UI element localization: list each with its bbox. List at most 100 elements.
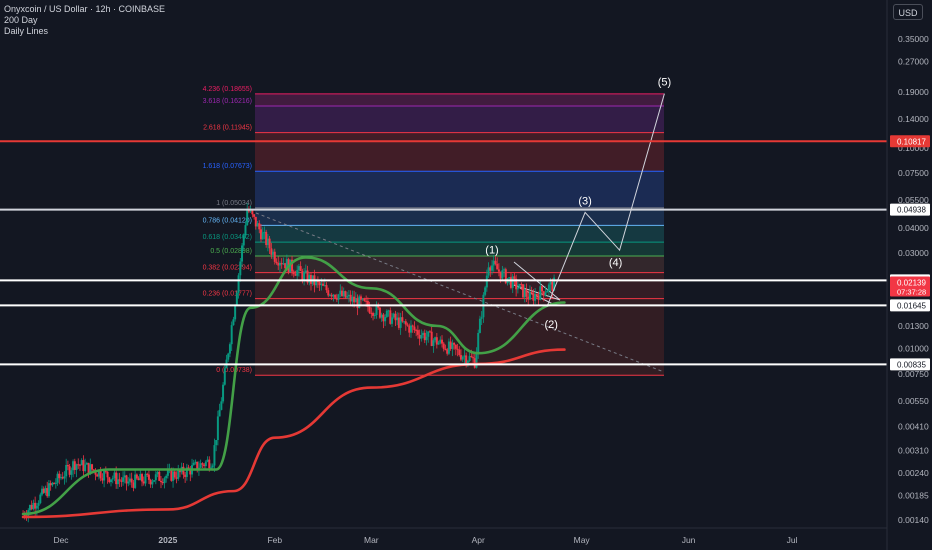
horizontal-lines[interactable] xyxy=(0,140,887,366)
candle-body xyxy=(103,470,106,481)
candle-body xyxy=(189,468,192,475)
candle-body xyxy=(241,245,244,262)
candle-body xyxy=(494,260,497,264)
candle-body xyxy=(303,272,306,280)
candle-body xyxy=(222,384,225,402)
candle-body xyxy=(156,471,159,475)
candle-body xyxy=(142,481,145,484)
candle-body xyxy=(420,335,423,339)
time-tick-label: Apr xyxy=(472,535,485,545)
daily-lines-ma xyxy=(21,256,566,516)
candle-body xyxy=(337,294,340,300)
candle-body xyxy=(61,477,64,479)
candle-body xyxy=(239,261,242,276)
candle-body xyxy=(80,460,83,466)
price-tick-label: 0.27000 xyxy=(898,57,929,67)
candle-body xyxy=(296,270,299,276)
current-price-text: 0.02139 xyxy=(897,278,926,287)
candle-body xyxy=(132,482,135,488)
time-axis[interactable]: Dec 2025 Feb Mar Apr May Jun Jul xyxy=(53,535,797,545)
candle-body xyxy=(263,231,266,233)
symbol-title[interactable]: Onyxcoin / US Dollar · 12h · COINBASE xyxy=(4,4,166,14)
candle-body xyxy=(253,214,256,217)
candle-body xyxy=(166,470,169,476)
candle-body xyxy=(68,466,71,475)
candle-body xyxy=(547,284,550,291)
study-daily-lines[interactable]: Daily Lines xyxy=(4,26,49,36)
price-tick-label: 0.00310 xyxy=(898,446,929,456)
candle-body xyxy=(278,263,281,266)
candle-body xyxy=(206,459,209,462)
candle-body xyxy=(228,344,231,354)
candle-body xyxy=(237,275,240,293)
fibonacci-extension[interactable]: 4.236 (0.18655) 3.618 (0.16216) 2.618 (0.1… xyxy=(203,86,664,376)
candle-body xyxy=(528,291,531,300)
candle-body xyxy=(327,290,330,296)
fib-level-label: 2.618 (0.11945) xyxy=(203,125,252,132)
elliott-wave-projection[interactable]: (1) (2) (3) (4) (5) xyxy=(485,77,671,332)
candle-body xyxy=(522,284,525,298)
fib-level-label: 0.5 (0.02898) xyxy=(210,248,252,255)
wave-label: (5) xyxy=(658,77,671,89)
candle-body xyxy=(251,210,254,215)
candle-body xyxy=(147,474,150,480)
candle-body xyxy=(232,319,235,326)
candles xyxy=(22,203,556,523)
candle-body xyxy=(196,461,199,470)
candle-body xyxy=(172,471,175,481)
candle-body xyxy=(399,317,402,328)
candle-body xyxy=(318,282,321,286)
candle-body xyxy=(297,266,300,271)
candle-body xyxy=(173,471,176,478)
candle-body xyxy=(204,461,207,467)
candle-body xyxy=(377,305,380,308)
fib-band xyxy=(255,132,664,172)
fib-band xyxy=(255,242,664,257)
candle-body xyxy=(427,331,430,337)
candle-body xyxy=(434,337,437,341)
study-200-day[interactable]: 200 Day xyxy=(4,15,38,25)
candle-body xyxy=(127,481,130,484)
candle-body xyxy=(209,467,212,469)
candle-body xyxy=(346,296,349,298)
candle-body xyxy=(444,348,447,350)
candle-body xyxy=(254,216,257,227)
candle-body xyxy=(60,477,62,479)
price-axis-labels: 0.108170.049380.021910.016450.008350.021… xyxy=(890,135,930,371)
candle-body xyxy=(97,470,100,477)
candle-body xyxy=(158,471,161,481)
candle-body xyxy=(509,277,512,288)
time-tick-label: Jun xyxy=(682,535,696,545)
price-axis[interactable]: 0.35000 0.27000 0.19000 0.14000 0.10000 0.075… xyxy=(898,34,929,525)
candle-body xyxy=(544,292,547,296)
candle-body xyxy=(73,461,76,470)
candle-body xyxy=(532,293,535,301)
candle-body xyxy=(466,360,469,364)
price-tick-label: 0.35000 xyxy=(898,34,929,44)
candle-body xyxy=(485,275,488,288)
candle-body xyxy=(123,475,126,478)
candle-body xyxy=(87,462,90,475)
candle-body xyxy=(256,223,259,227)
candle-body xyxy=(215,440,218,446)
candle-body xyxy=(347,294,350,297)
candle-body xyxy=(58,473,61,479)
candle-body xyxy=(161,481,164,484)
candle-body xyxy=(291,259,294,272)
candle-body xyxy=(275,261,278,264)
candle-body xyxy=(339,290,342,295)
candle-body xyxy=(480,317,483,319)
price-tick-label: 0.00185 xyxy=(898,491,929,501)
candle-body xyxy=(332,294,335,297)
price-label-text: 0.04938 xyxy=(897,206,926,215)
candle-body xyxy=(159,480,162,482)
candle-body xyxy=(323,285,326,287)
candle-body xyxy=(447,341,450,354)
candle-body xyxy=(439,339,442,343)
wave-label: (2) xyxy=(544,319,557,331)
currency-button[interactable]: USD xyxy=(893,4,923,20)
candle-body xyxy=(535,293,538,296)
candle-body xyxy=(66,465,69,467)
candle-body xyxy=(285,259,288,269)
